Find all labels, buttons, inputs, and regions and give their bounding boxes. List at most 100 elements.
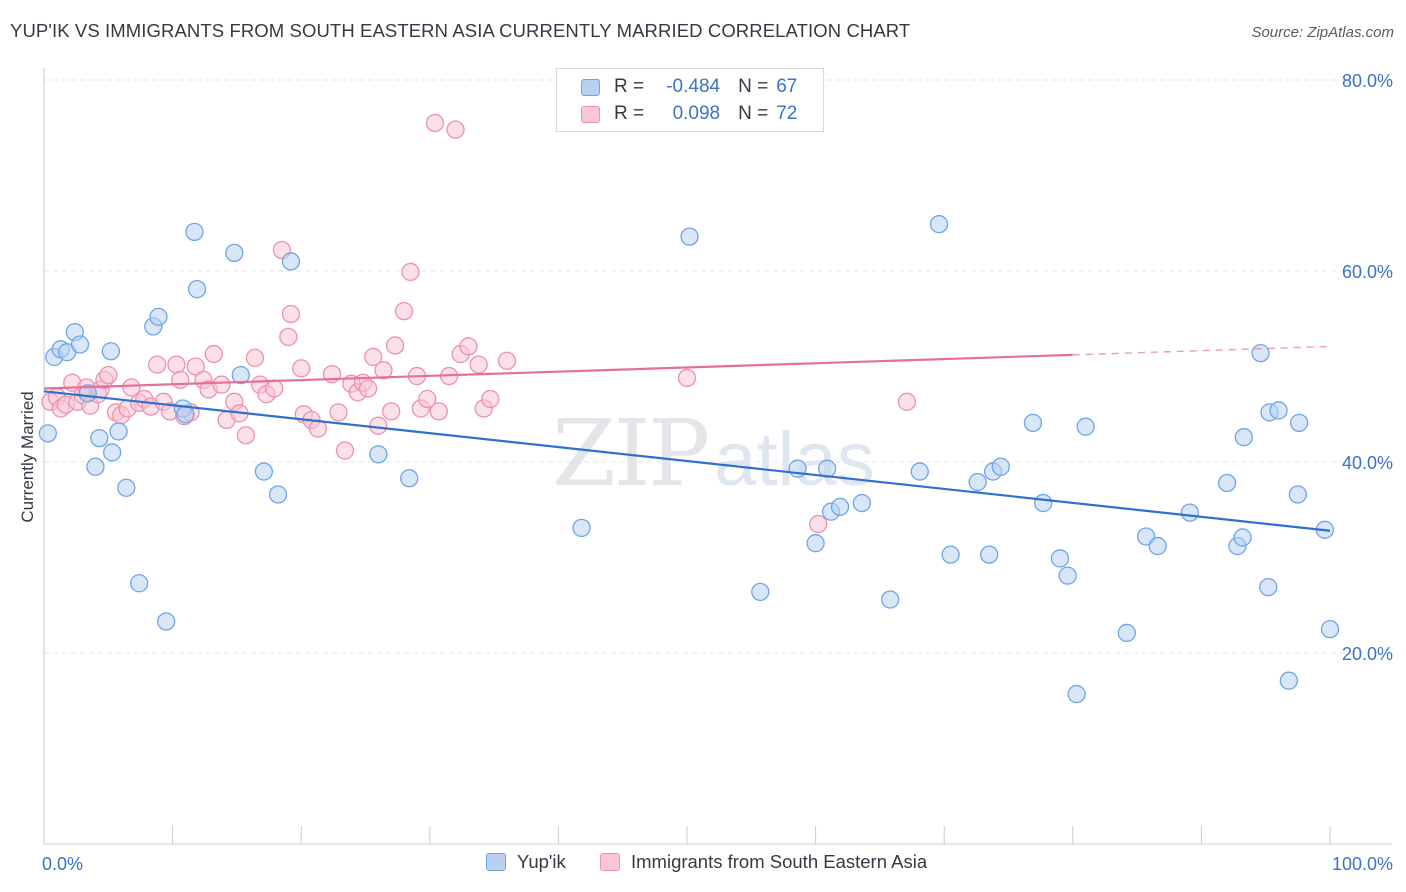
immigrants-point — [394, 301, 414, 321]
immigrants-point — [429, 402, 448, 421]
axes — [43, 68, 1392, 845]
yupik-point — [1117, 623, 1136, 643]
tick-labels: 20.0% 40.0% 60.0% 80.0% 0.0% 100.0% — [42, 71, 1393, 874]
immigrants-point — [281, 304, 301, 324]
immigrants-point — [265, 379, 284, 398]
legend-row-immigrants: R = 0.098 N = 72 — [581, 102, 797, 126]
immigrants-point — [204, 344, 223, 364]
y-tick-label: 20.0% — [1342, 644, 1393, 664]
yupik-point — [806, 534, 825, 553]
immigrants-point — [459, 337, 478, 356]
immigrants-point — [385, 336, 405, 355]
series-legend-label: Yup'ik — [517, 851, 566, 872]
immigrants-point — [99, 365, 118, 385]
yupik-point — [1034, 493, 1053, 513]
y-axis-label: Currently Married — [18, 391, 37, 522]
yupik-point — [1289, 413, 1309, 432]
yupik-point — [86, 457, 105, 476]
immigrants-point — [369, 416, 388, 435]
yupik-point — [38, 424, 58, 443]
immigrants-trend-line — [43, 353, 1073, 390]
yupik-point — [1050, 549, 1070, 568]
yupik-point — [751, 582, 770, 602]
immigrants-point — [446, 120, 465, 139]
series-legend-yupik: Yup'ik — [486, 851, 566, 873]
legend-r-label: R = — [614, 76, 645, 97]
yupik-point — [1180, 503, 1199, 522]
yupik-point — [225, 243, 244, 263]
legend-n-label: N = — [738, 76, 769, 97]
yupik-point — [941, 545, 960, 564]
yupik-point — [130, 574, 149, 593]
series-legend-label: Immigrants from South Eastern Asia — [631, 851, 928, 872]
yupik-point — [830, 497, 850, 517]
legend-r-value: 0.098 — [672, 103, 721, 124]
yupik-point — [1259, 577, 1278, 597]
yupik-point — [1320, 619, 1340, 639]
yupik-point — [254, 462, 274, 481]
immigrants-point — [469, 355, 488, 374]
yupik-point — [369, 445, 388, 464]
yupik-point — [881, 590, 900, 609]
yupik-point — [980, 545, 999, 564]
immigrants-point — [382, 402, 401, 421]
yupik-point — [1217, 473, 1237, 493]
immigrants-point — [329, 403, 348, 422]
yupik-point — [1279, 671, 1298, 690]
yupik-point — [268, 485, 288, 504]
immigrants-point — [418, 389, 437, 409]
legend-n-label: N = — [738, 103, 769, 124]
immigrants-point — [677, 368, 697, 388]
immigrants-point — [401, 262, 420, 282]
yupik-point — [157, 612, 176, 631]
immigrants-point — [335, 441, 355, 460]
yupik-point — [852, 493, 872, 513]
legend-r-label: R = — [614, 103, 645, 124]
immigrants-point — [374, 361, 393, 380]
source-label: Source: ZipAtlas.com — [1251, 24, 1394, 41]
immigrants-point — [236, 426, 256, 445]
yupik-point — [910, 462, 929, 481]
series-swatch-immigrants — [600, 853, 620, 871]
yupik-point — [572, 518, 591, 538]
legend-swatch-yupik — [581, 78, 600, 96]
y-tick-label: 80.0% — [1342, 71, 1393, 91]
legend-row-yupik: R = -0.484 N = 67 — [581, 75, 797, 99]
yupik-point — [991, 457, 1010, 476]
yupik-point — [929, 215, 949, 234]
immigrants-point — [212, 375, 231, 394]
legend-n-value: 67 — [776, 76, 798, 97]
legend-swatch-immigrants — [581, 105, 600, 123]
yupik-point — [968, 472, 987, 492]
yupik-point — [70, 335, 90, 354]
trend-lines — [43, 345, 1331, 532]
immigrants-point — [897, 392, 917, 411]
yupik-point — [90, 428, 109, 448]
yupik-point — [1023, 413, 1043, 432]
yupik-point — [400, 469, 419, 488]
yupik-point — [1269, 401, 1288, 420]
watermark: ZIPatlas — [552, 400, 875, 507]
yupik-point — [1058, 566, 1077, 585]
immigrants-point — [292, 359, 311, 378]
yupik-point — [1251, 343, 1270, 363]
yupik-point — [103, 443, 122, 462]
data-points — [38, 113, 1340, 704]
chart-title: YUP'IK VS IMMIGRANTS FROM SOUTH EASTERN … — [10, 20, 911, 41]
yupik-point — [149, 307, 168, 326]
yupik-point — [185, 222, 204, 241]
yupik-point — [187, 279, 207, 299]
y-tick-label: 60.0% — [1342, 262, 1393, 282]
immigrants-point — [279, 327, 298, 347]
correlation-legend: R = -0.484 N = 67 R = 0.098 N = 72 — [556, 68, 824, 132]
series-swatch-yupik — [486, 853, 506, 871]
immigrants-point — [122, 378, 141, 397]
yupik-point — [1234, 428, 1253, 447]
immigrants-point — [358, 379, 378, 398]
yupik-point — [1148, 536, 1167, 556]
legend-r-value: -0.484 — [666, 76, 721, 97]
yupik-point — [117, 478, 136, 497]
yupik-point — [231, 365, 250, 385]
immigrants-point — [167, 355, 186, 374]
x-tick-label: 0.0% — [42, 854, 83, 874]
